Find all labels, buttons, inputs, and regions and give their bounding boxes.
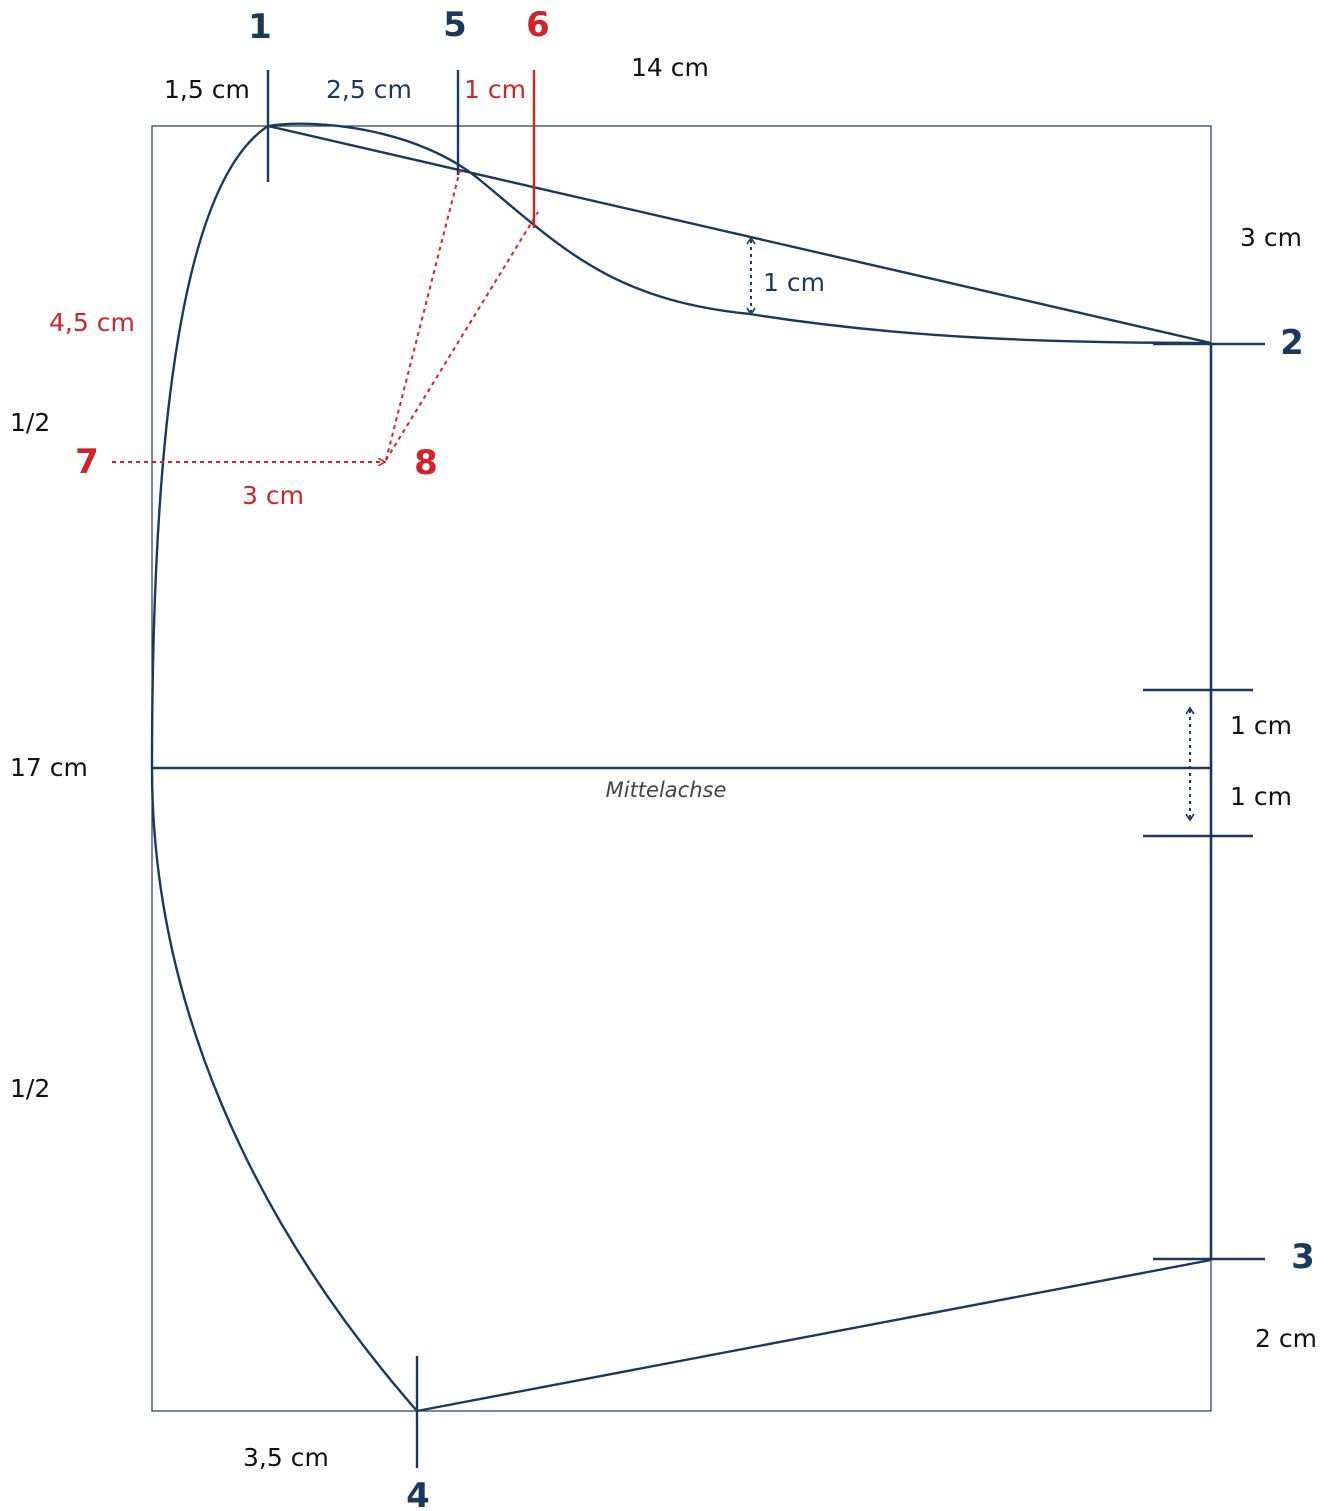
- dim-right-top: 3 cm: [1240, 223, 1302, 252]
- dim-half-upper: 1/2: [10, 408, 50, 437]
- point-label-6: 6: [526, 5, 550, 45]
- red-line-8-to-5: [385, 169, 461, 461]
- dim-curve-depth: 1 cm: [763, 268, 825, 297]
- dim-width: 14 cm: [631, 53, 709, 82]
- center-axis-label: Mittelachse: [606, 778, 727, 802]
- curve-depth-arrowhead-bottom: [746, 307, 756, 316]
- curve-depth-arrowhead-top: [746, 236, 756, 245]
- point-label-4: 4: [406, 1476, 430, 1511]
- point-label-5: 5: [443, 5, 467, 45]
- point-label-3: 3: [1291, 1237, 1315, 1277]
- line-1-to-2: [267, 124, 1212, 345]
- dim-left-red: 4,5 cm: [49, 308, 135, 337]
- dim-half-lower: 1/2: [10, 1074, 50, 1103]
- dim-bottom-left: 3,5 cm: [243, 1443, 329, 1472]
- line-4-to-3: [416, 1258, 1212, 1413]
- red-line-8-to-6: [385, 211, 539, 461]
- center-offset-arrowhead-bottom: [1185, 813, 1195, 822]
- point-label-7: 7: [75, 442, 99, 482]
- left-curve-lower: [150, 767, 418, 1412]
- dim-top-left: 1,5 cm: [164, 75, 250, 104]
- dim-center-down: 1 cm: [1230, 782, 1292, 811]
- point-label-2: 2: [1280, 323, 1304, 363]
- dim-right-bottom: 2 cm: [1255, 1324, 1317, 1353]
- top-curve: [267, 122, 1212, 345]
- dim-height: 17 cm: [10, 753, 88, 782]
- dim-top-red: 1 cm: [464, 75, 526, 104]
- dim-red-horizontal: 3 cm: [242, 481, 304, 510]
- point-label-8: 8: [414, 443, 438, 483]
- point-label-1: 1: [248, 7, 272, 47]
- dim-center-up: 1 cm: [1230, 711, 1292, 740]
- left-curve-upper: [150, 124, 269, 769]
- center-offset-arrowhead-top: [1185, 706, 1195, 715]
- dim-top-mid: 2,5 cm: [326, 75, 412, 104]
